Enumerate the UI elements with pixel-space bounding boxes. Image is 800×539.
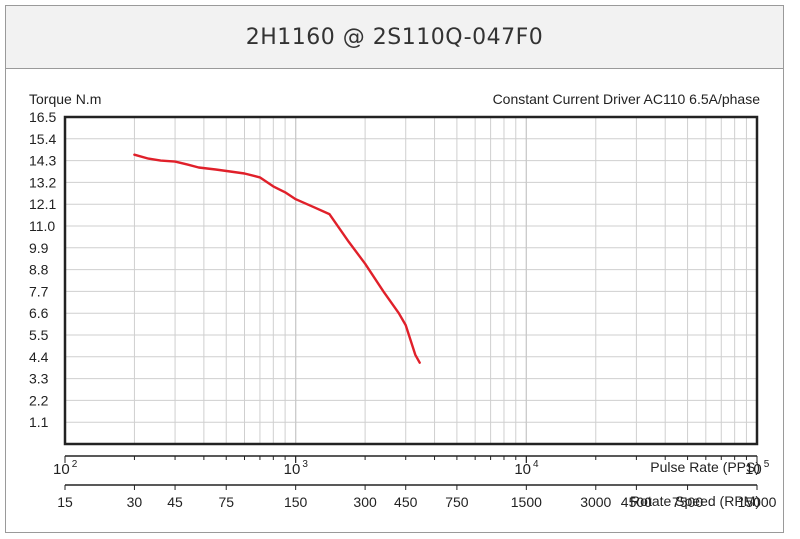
y-tick-label: 4.4	[29, 349, 49, 365]
pulse-rate-label: Pulse Rate (PPS)	[650, 459, 760, 475]
y-tick-label: 3.3	[29, 371, 49, 387]
chart-subtitle: Constant Current Driver AC110 6.5A/phase	[493, 91, 761, 107]
chart-title: 2H1160 @ 2S110Q-047F0	[245, 24, 544, 50]
grid-lines	[65, 117, 757, 444]
y-tick-label: 13.2	[29, 174, 56, 190]
y-tick-label: 11.0	[29, 218, 55, 234]
y-tick-label: 14.3	[29, 153, 56, 169]
y-tick-label: 1.1	[29, 414, 49, 430]
rotate-speed-tick-label: 300	[353, 494, 377, 510]
y-tick-label: 9.9	[29, 240, 49, 256]
y-tick-label: 16.5	[29, 109, 56, 125]
rotate-speed-tick-label: 150	[284, 494, 308, 510]
y-tick-label: 2.2	[29, 392, 49, 408]
plot-border	[63, 115, 759, 446]
y-axis-label: Torque N.m	[29, 91, 101, 107]
rotate-speed-tick-label: 45	[167, 494, 183, 510]
rotate-speed-tick-label: 1500	[511, 494, 542, 510]
series-group	[133, 153, 421, 364]
y-tick-labels: 16.5 15.4 14.3 13.2 12.1 11.0 9.9 8.8 7.7 6.6 5.5 4…	[29, 109, 56, 430]
rotate-speed-label: Rotate Speed (RPM)	[630, 493, 760, 509]
rotate-speed-tick-label: 7500	[672, 494, 703, 510]
pulse-rate-tick-label: 10 2	[53, 459, 78, 478]
rotate-speed-tick-label: 15	[57, 494, 73, 510]
rotate-speed-tick-label: 4500	[621, 494, 652, 510]
rotate-speed-tick-label: 75	[218, 494, 234, 510]
rotate-speed-tick-label: 30	[127, 494, 143, 510]
y-tick-label: 7.7	[29, 283, 49, 299]
title-bar: 2H1160 @ 2S110Q-047F0	[6, 6, 783, 69]
y-tick-label: 15.4	[29, 131, 56, 147]
rotate-speed-tick-label: 450	[394, 494, 418, 510]
y-tick-label: 6.6	[29, 305, 49, 321]
rotate-speed-tick-label: 3000	[580, 494, 611, 510]
rotate-speed-axis: 15 30 45 75 150 300 450 750 1500 3000 4500 7500 1500…	[57, 484, 777, 510]
y-tick-label: 12.1	[29, 196, 56, 212]
pulse-rate-axis: 10 2 10 3 10 4 10 5	[53, 455, 770, 478]
pulse-rate-tick-label: 10 4	[514, 459, 539, 478]
pulse-rate-tick-label: 10 3	[284, 459, 309, 478]
rotate-speed-tick-label: 750	[445, 494, 469, 510]
y-tick-label: 5.5	[29, 327, 49, 343]
y-tick-label: 8.8	[29, 262, 49, 278]
rotate-speed-tick-label: 15000	[738, 494, 777, 510]
torque-curve	[133, 153, 421, 364]
